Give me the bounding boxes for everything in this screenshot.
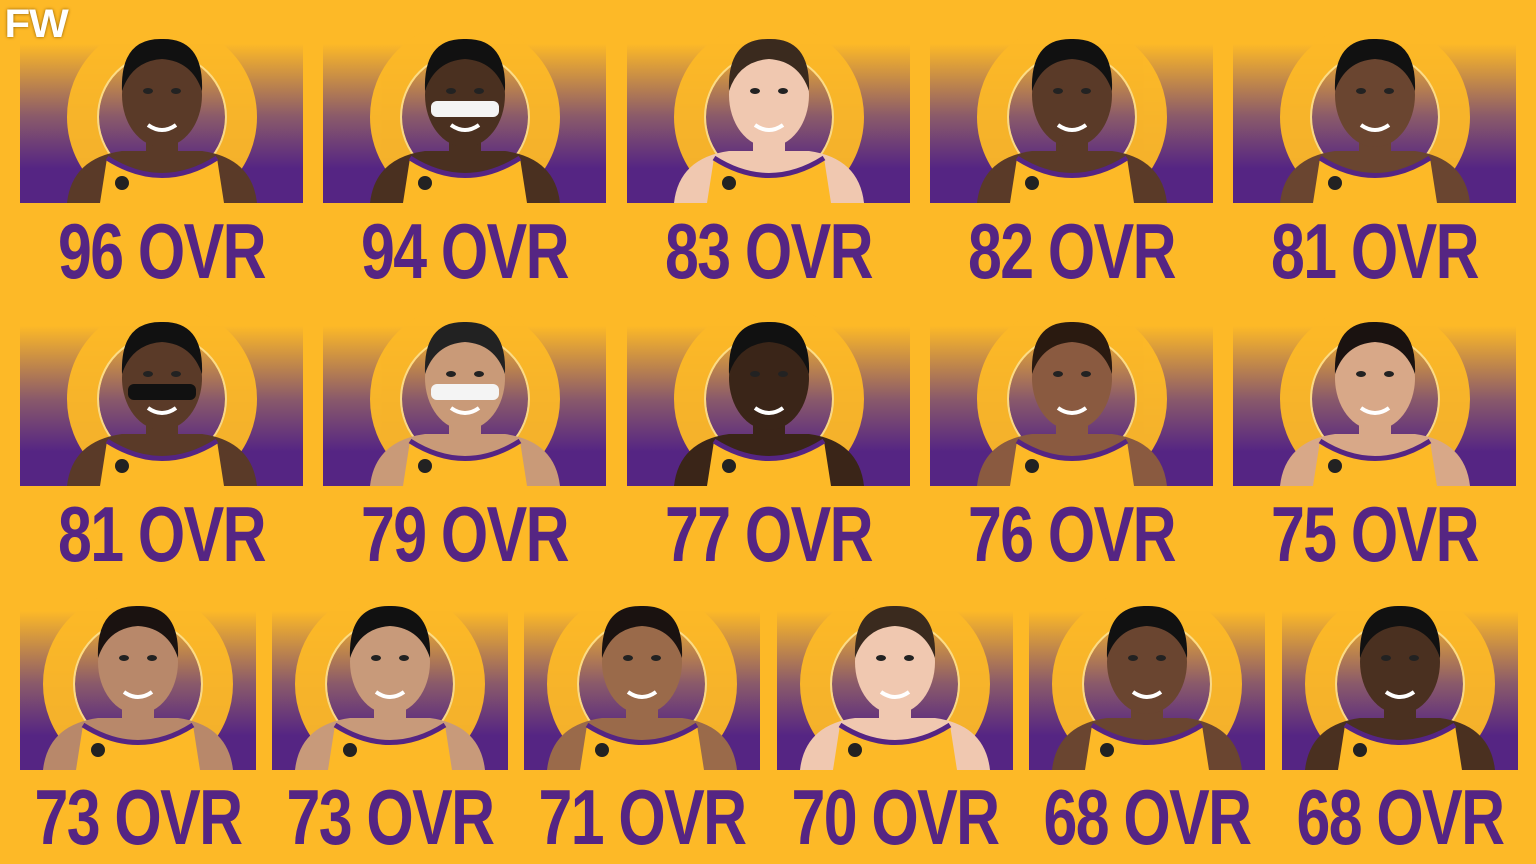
player-card bbox=[930, 312, 1213, 486]
player-card bbox=[1029, 597, 1265, 770]
player-rating: 79 OVR bbox=[360, 490, 570, 578]
player-card bbox=[777, 597, 1013, 770]
player-portrait bbox=[295, 605, 485, 770]
player-portrait bbox=[1279, 321, 1470, 486]
player-card bbox=[323, 312, 606, 486]
player-portrait bbox=[1052, 605, 1242, 770]
player-photo bbox=[323, 312, 606, 486]
player-rating: 81 OVR bbox=[57, 490, 267, 578]
player-portrait bbox=[369, 321, 560, 486]
player-portrait bbox=[976, 321, 1167, 486]
player-photo bbox=[272, 597, 508, 770]
player-portrait bbox=[673, 38, 864, 203]
player-photo bbox=[930, 312, 1213, 486]
player-rating: 77 OVR bbox=[664, 490, 874, 578]
player-photo bbox=[1029, 597, 1265, 770]
player-photo bbox=[627, 312, 910, 486]
player-rating: 68 OVR bbox=[1296, 773, 1505, 861]
player-photo bbox=[323, 30, 606, 203]
player-card bbox=[627, 30, 910, 203]
player-portrait bbox=[800, 605, 990, 770]
player-rating: 73 OVR bbox=[34, 773, 243, 861]
player-photo bbox=[627, 30, 910, 203]
player-card bbox=[20, 30, 303, 203]
player-photo bbox=[20, 597, 256, 770]
player-rating: 96 OVR bbox=[57, 207, 267, 295]
player-portrait bbox=[1305, 605, 1495, 770]
player-rating: 83 OVR bbox=[664, 207, 874, 295]
player-card bbox=[930, 30, 1213, 203]
player-photo bbox=[524, 597, 760, 770]
player-card bbox=[323, 30, 606, 203]
player-portrait bbox=[976, 38, 1167, 203]
player-card bbox=[272, 597, 508, 770]
player-rating: 94 OVR bbox=[360, 207, 570, 295]
player-portrait bbox=[43, 605, 233, 770]
player-portrait bbox=[673, 321, 864, 486]
player-photo bbox=[930, 30, 1213, 203]
player-card bbox=[1282, 597, 1518, 770]
player-portrait bbox=[66, 38, 257, 203]
player-photo bbox=[1282, 597, 1518, 770]
player-card bbox=[1233, 312, 1516, 486]
player-rating: 75 OVR bbox=[1270, 490, 1480, 578]
player-portrait bbox=[66, 321, 257, 486]
player-photo bbox=[20, 312, 303, 486]
player-photo bbox=[777, 597, 1013, 770]
player-card bbox=[20, 312, 303, 486]
player-portrait bbox=[369, 38, 560, 203]
player-photo bbox=[1233, 312, 1516, 486]
player-rating: 76 OVR bbox=[967, 490, 1177, 578]
fw-logo: FW bbox=[4, 2, 68, 46]
player-rating: 71 OVR bbox=[538, 773, 747, 861]
player-card bbox=[20, 597, 256, 770]
player-photo bbox=[20, 30, 303, 203]
player-portrait bbox=[547, 605, 737, 770]
player-photo bbox=[1233, 30, 1516, 203]
player-portrait bbox=[1279, 38, 1470, 203]
player-rating: 81 OVR bbox=[1270, 207, 1480, 295]
player-rating: 70 OVR bbox=[791, 773, 1000, 861]
player-rating: 73 OVR bbox=[286, 773, 495, 861]
player-rating: 82 OVR bbox=[967, 207, 1177, 295]
player-card bbox=[1233, 30, 1516, 203]
player-rating: 68 OVR bbox=[1043, 773, 1252, 861]
player-card bbox=[524, 597, 760, 770]
player-card bbox=[627, 312, 910, 486]
